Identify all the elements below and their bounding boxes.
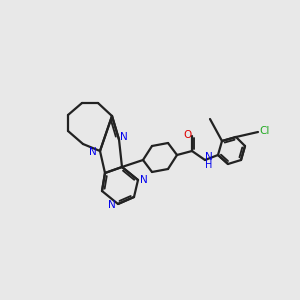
Text: N: N [120,133,128,142]
Text: N: N [89,147,97,157]
Text: Cl: Cl [260,126,270,136]
Text: N: N [205,152,213,162]
Text: N: N [108,200,116,210]
Text: H: H [205,160,213,170]
Text: N: N [140,175,148,185]
Text: O: O [183,130,191,140]
